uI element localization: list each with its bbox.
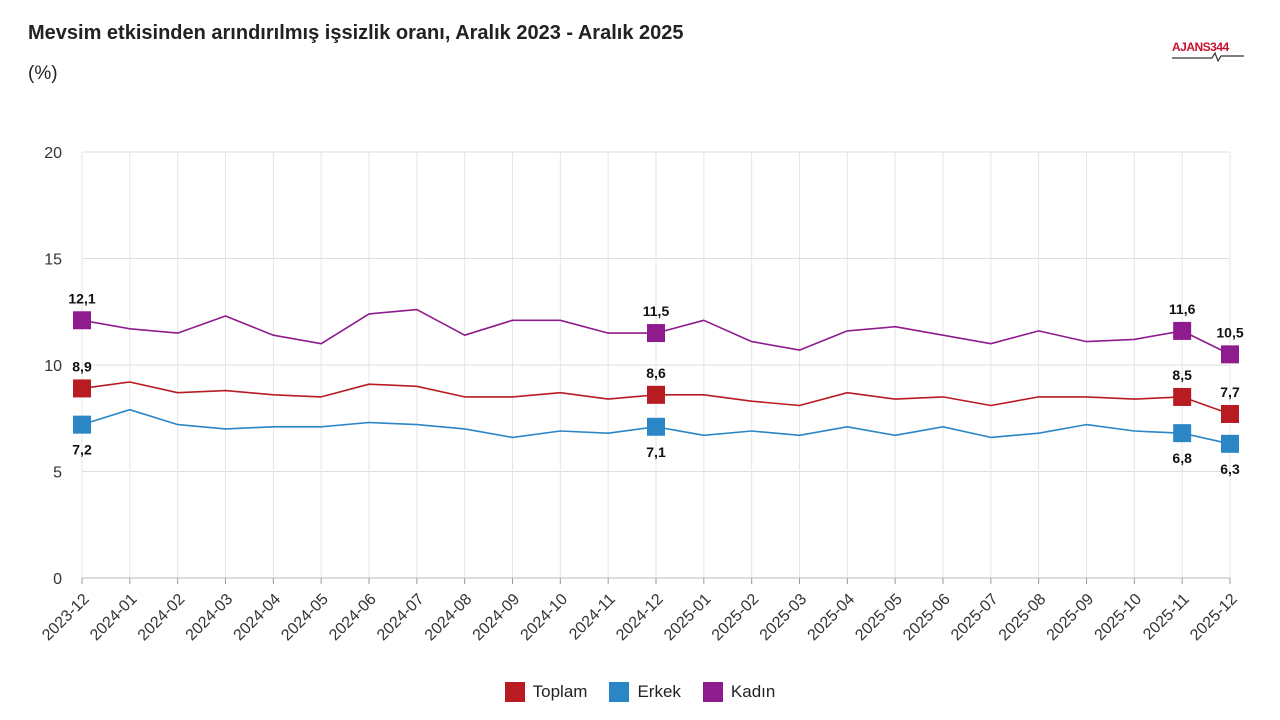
legend-label: Kadın [730, 682, 776, 701]
legend-swatch [609, 682, 630, 702]
x-tick-label: 2025-02 [709, 591, 763, 645]
x-tick-label: 2024-07 [374, 591, 428, 645]
x-tick-label: 2025-03 [757, 591, 811, 645]
x-tick-label: 2025-07 [948, 591, 1002, 645]
x-tick-label: 2025-06 [900, 591, 954, 645]
x-tick-label: 2024-01 [87, 591, 141, 645]
x-tick-label: 2024-10 [518, 591, 572, 645]
legend-item-toplam: Toplam [504, 682, 588, 702]
data-label: 12,1 [68, 290, 95, 306]
data-point-marker [73, 379, 91, 398]
x-tick-label: 2024-09 [470, 591, 524, 645]
data-label: 11,6 [1169, 301, 1196, 317]
x-tick-label: 2025-01 [661, 591, 715, 645]
y-tick-label: 20 [44, 145, 62, 162]
legend-item-kadın: Kadın [702, 682, 776, 702]
y-tick-label: 0 [53, 571, 62, 588]
legend-item-erkek: Erkek [609, 682, 681, 702]
data-point-marker [647, 385, 665, 404]
legend-label: Erkek [637, 682, 681, 701]
y-tick-label: 5 [53, 465, 62, 482]
x-tick-label: 2024-12 [613, 591, 667, 645]
x-tick-label: 2025-09 [1044, 591, 1098, 645]
legend-label: Toplam [532, 682, 588, 701]
y-tick-label: 10 [44, 358, 62, 375]
data-point-marker [1173, 424, 1192, 443]
pulse-line-icon [1172, 52, 1244, 62]
x-tick-label: 2025-08 [996, 591, 1050, 645]
data-label: 7,2 [72, 442, 92, 458]
data-label: 8,5 [1172, 367, 1192, 383]
x-tick-label: 2025-10 [1092, 591, 1146, 645]
data-label: 6,8 [1172, 450, 1192, 466]
chart-title: Mevsim etkisinden arındırılmış işsizlik … [28, 22, 684, 44]
data-point-marker [1221, 434, 1239, 453]
brand-logo: AJANS344 [1172, 38, 1244, 62]
data-point-marker [73, 311, 91, 330]
logo-text: AJANS344 [1172, 40, 1229, 54]
x-tick-label: 2025-11 [1140, 591, 1193, 644]
x-tick-label: 2024-08 [422, 591, 476, 645]
y-tick-label: 15 [44, 252, 62, 269]
x-tick-label: 2024-11 [566, 591, 619, 644]
x-tick-label: 2025-12 [1187, 591, 1241, 645]
x-tick-label: 2024-02 [135, 591, 189, 645]
x-tick-label: 2025-04 [805, 591, 859, 645]
x-tick-label: 2025-05 [852, 591, 906, 645]
legend-swatch [702, 682, 723, 702]
chart-legend: Toplam Erkek Kadın [0, 682, 1280, 702]
data-point-marker [1173, 387, 1192, 406]
chart-subtitle: (%) [28, 63, 58, 84]
data-point-marker [647, 324, 665, 343]
data-label: 11,5 [643, 303, 670, 319]
data-label: 8,9 [72, 358, 92, 374]
data-point-marker [647, 417, 665, 436]
data-label: 7,7 [1220, 384, 1240, 400]
data-point-marker [1221, 345, 1239, 364]
data-point-marker [1173, 321, 1192, 340]
data-point-marker [1221, 404, 1239, 423]
data-label: 7,1 [646, 444, 666, 460]
data-label: 10,5 [1216, 324, 1243, 340]
x-tick-label: 2024-03 [183, 591, 237, 645]
x-tick-label: 2024-06 [326, 591, 380, 645]
x-tick-label: 2024-05 [278, 591, 332, 645]
data-label: 8,6 [646, 365, 666, 381]
data-point-marker [73, 415, 91, 434]
x-tick-label: 2023-12 [39, 591, 93, 645]
legend-swatch [504, 682, 525, 702]
data-label: 6,3 [1220, 461, 1240, 477]
x-tick-label: 2024-04 [231, 591, 285, 645]
